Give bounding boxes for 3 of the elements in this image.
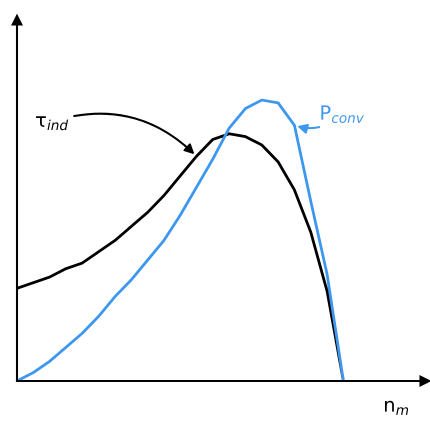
legend-label: P$_{conv}$ — [321, 105, 364, 123]
text: τ$_{ind}$ — [36, 116, 68, 130]
x-axis-title: n$_{m}$ — [384, 400, 408, 415]
